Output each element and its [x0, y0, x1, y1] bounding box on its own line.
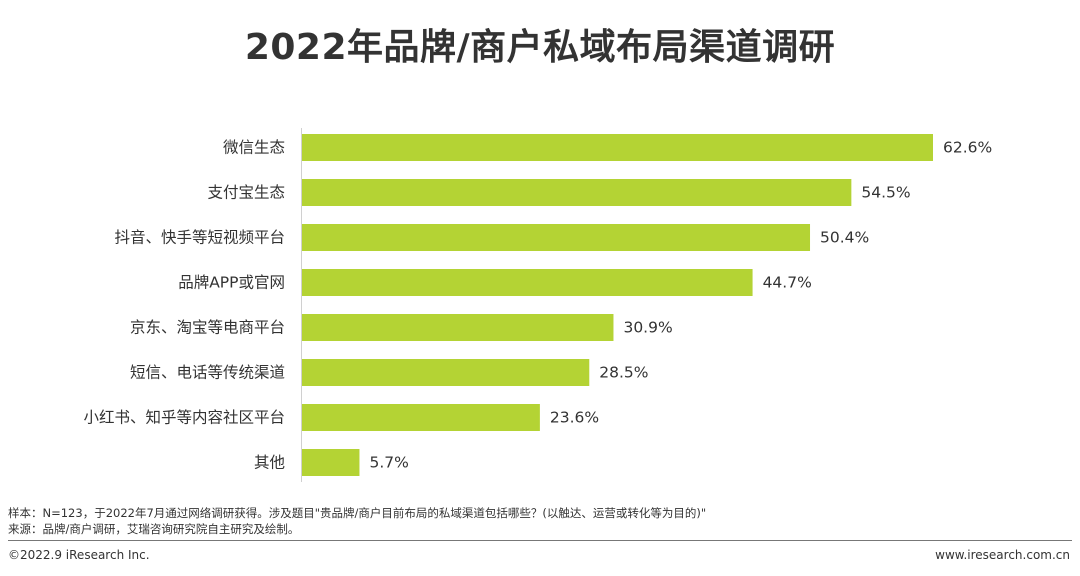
bar: [302, 404, 540, 431]
bar: [302, 314, 614, 341]
bar: [302, 449, 360, 476]
value-label: 44.7%: [763, 274, 812, 292]
value-label: 50.4%: [820, 229, 869, 247]
value-label: 5.7%: [369, 454, 408, 472]
category-label: 京东、淘宝等电商平台: [130, 319, 285, 337]
category-label: 支付宝生态: [207, 184, 285, 202]
category-label: 短信、电话等传统渠道: [130, 364, 285, 382]
value-label: 28.5%: [599, 364, 648, 382]
bar: [302, 269, 753, 296]
category-label: 微信生态: [223, 139, 285, 157]
category-label: 抖音、快手等短视频平台: [114, 229, 285, 247]
value-label: 62.6%: [943, 139, 992, 157]
value-label: 30.9%: [623, 319, 672, 337]
category-label: 品牌APP或官网: [178, 274, 285, 292]
bar: [302, 179, 852, 206]
bar: [302, 359, 590, 386]
copyright-text: ©2022.9 iResearch Inc.: [8, 548, 150, 562]
source-note: 来源：品牌/商户调研，艾瑞咨询研究院自主研究及绘制。: [8, 522, 300, 536]
website-text: www.iresearch.com.cn: [935, 548, 1070, 562]
value-label: 23.6%: [550, 409, 599, 427]
bar: [302, 224, 811, 251]
value-label: 54.5%: [861, 184, 910, 202]
chart-title: 2022年品牌/商户私域布局渠道调研: [244, 27, 836, 68]
sample-note: 样本：N=123，于2022年7月通过网络调研获得。涉及题目"贵品牌/商户目前布…: [8, 506, 707, 520]
category-label: 其他: [254, 454, 285, 472]
bar-chart: 微信生态支付宝生态抖音、快手等短视频平台品牌APP或官网京东、淘宝等电商平台短信…: [83, 128, 992, 482]
category-label: 小红书、知乎等内容社区平台: [83, 409, 285, 427]
bar: [302, 134, 933, 161]
footer-divider: [8, 540, 1072, 541]
